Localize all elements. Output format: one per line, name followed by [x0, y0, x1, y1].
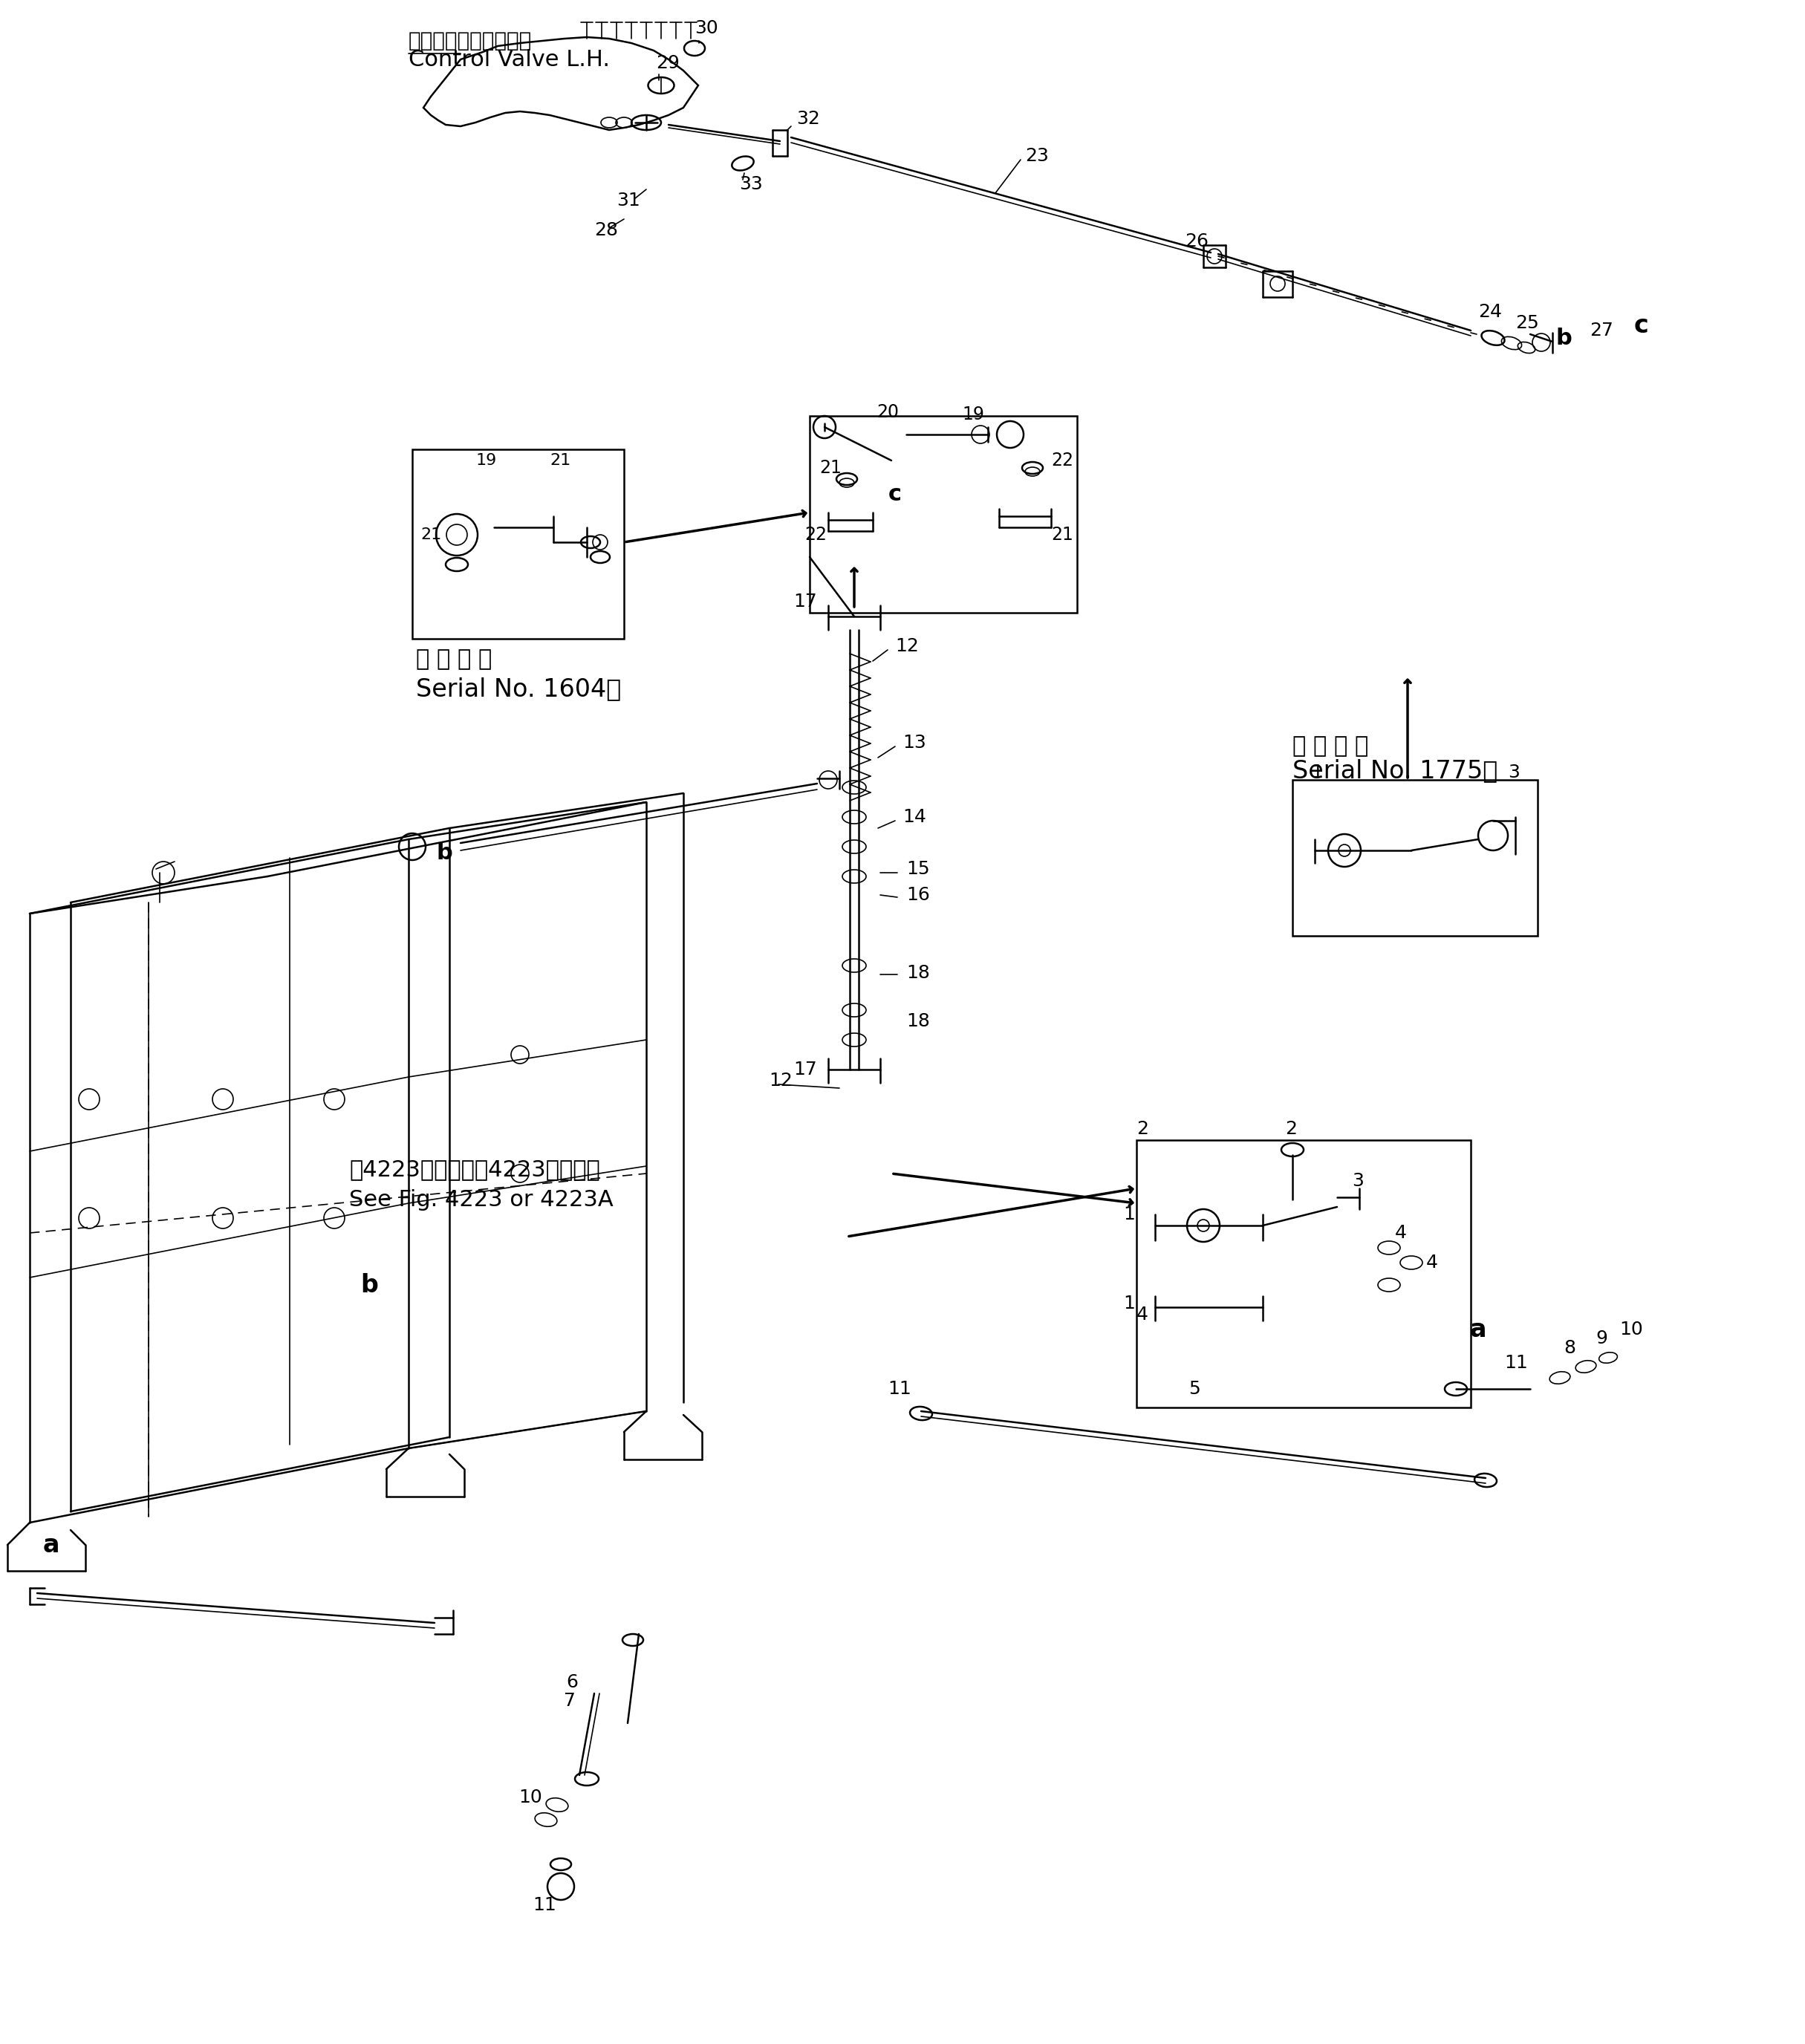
- Text: 13: 13: [902, 734, 926, 752]
- Text: 25: 25: [1516, 315, 1540, 331]
- Text: 3: 3: [1507, 764, 1520, 781]
- Text: 笥4223図または笥4223Ａ図参照: 笥4223図または笥4223Ａ図参照: [348, 1159, 599, 1181]
- Text: b: b: [361, 1273, 377, 1298]
- Text: b: b: [1556, 327, 1572, 350]
- Text: a: a: [1469, 1316, 1487, 1341]
- Text: 20: 20: [877, 403, 899, 421]
- Text: Control Valve L.H.: Control Valve L.H.: [408, 49, 610, 69]
- Text: 9: 9: [1596, 1329, 1606, 1347]
- Text: 4: 4: [1137, 1306, 1148, 1325]
- Text: 29: 29: [655, 55, 679, 72]
- Text: 8: 8: [1563, 1339, 1576, 1357]
- Text: 1: 1: [1123, 1206, 1135, 1222]
- Text: 31: 31: [617, 192, 641, 208]
- Bar: [1292, 781, 1538, 936]
- Text: 10: 10: [518, 1788, 542, 1807]
- Text: 5: 5: [1188, 1380, 1200, 1398]
- Text: Serial No. 1604～: Serial No. 1604～: [415, 677, 621, 701]
- Text: 18: 18: [906, 965, 930, 981]
- Text: 15: 15: [906, 861, 930, 879]
- Bar: [412, 450, 625, 640]
- Text: c: c: [888, 482, 902, 505]
- Text: 21: 21: [551, 454, 572, 468]
- Text: 3: 3: [1352, 1171, 1365, 1190]
- Text: 21: 21: [1051, 525, 1074, 544]
- Text: 16: 16: [906, 887, 930, 903]
- Text: 11: 11: [888, 1380, 912, 1398]
- Text: 10: 10: [1619, 1320, 1643, 1339]
- Text: 2: 2: [1285, 1120, 1298, 1139]
- Text: コントロールバルブ左: コントロールバルブ左: [408, 31, 532, 51]
- Text: 26: 26: [1184, 233, 1209, 249]
- Text: 1: 1: [1310, 764, 1323, 781]
- Bar: [810, 415, 1078, 613]
- Text: See Fig. 4223 or 4223A: See Fig. 4223 or 4223A: [348, 1190, 614, 1210]
- Text: 4: 4: [1395, 1224, 1406, 1243]
- Text: a: a: [43, 1533, 60, 1558]
- Text: 22: 22: [1051, 452, 1074, 470]
- Text: 1: 1: [1123, 1294, 1135, 1312]
- Text: 14: 14: [902, 807, 926, 826]
- Text: 19: 19: [477, 454, 496, 468]
- Text: 32: 32: [796, 110, 819, 129]
- Text: Serial No. 1775～: Serial No. 1775～: [1292, 758, 1498, 783]
- Text: 24: 24: [1478, 303, 1502, 321]
- Text: 17: 17: [794, 593, 818, 611]
- Text: 11: 11: [532, 1897, 556, 1913]
- Text: 6: 6: [567, 1674, 578, 1690]
- Text: 12: 12: [895, 638, 919, 654]
- Text: 21: 21: [819, 460, 841, 476]
- Text: 11: 11: [1504, 1353, 1527, 1372]
- Text: 適 用 号 機: 適 用 号 機: [1292, 736, 1368, 756]
- Text: 12: 12: [769, 1071, 792, 1089]
- Text: 27: 27: [1590, 321, 1614, 339]
- Text: c: c: [1634, 313, 1648, 337]
- Text: 18: 18: [906, 1012, 930, 1030]
- Text: 33: 33: [738, 176, 764, 192]
- Text: 2: 2: [1137, 1120, 1148, 1139]
- Text: 17: 17: [794, 1061, 818, 1079]
- Text: 4: 4: [1426, 1253, 1439, 1271]
- Text: 22: 22: [805, 525, 827, 544]
- Text: 21: 21: [421, 527, 442, 542]
- Text: 28: 28: [594, 221, 617, 239]
- Text: b: b: [437, 842, 453, 863]
- Text: 7: 7: [563, 1692, 576, 1709]
- Text: 23: 23: [1025, 147, 1049, 166]
- Text: 適 用 号 機: 適 用 号 機: [415, 648, 493, 670]
- Text: 19: 19: [962, 405, 984, 423]
- Bar: [1137, 1141, 1471, 1408]
- Text: 30: 30: [695, 18, 718, 37]
